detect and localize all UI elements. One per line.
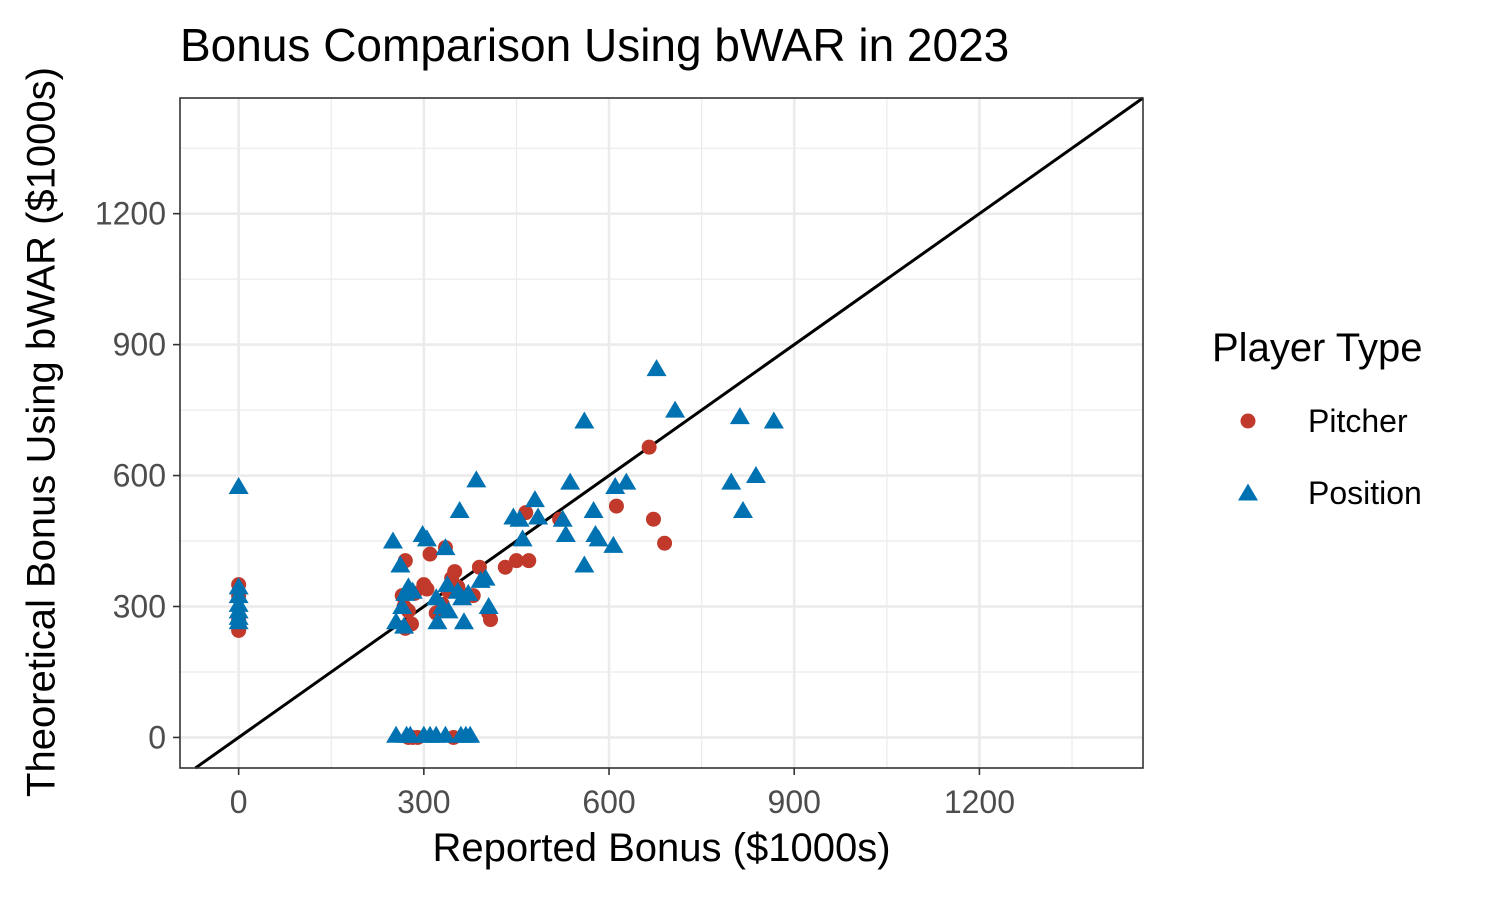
- y-axis-label: Theoretical Bonus Using bWAR ($1000s): [19, 67, 64, 797]
- position-point: [228, 612, 249, 630]
- chart-title: Bonus Comparison Using bWAR in 2023: [180, 19, 1010, 71]
- pitcher-point: [645, 511, 661, 527]
- position-point: [616, 472, 637, 490]
- minor-gridlines: [180, 98, 1143, 768]
- pitcher-point: [447, 564, 463, 580]
- pitcher-point: [422, 546, 438, 562]
- position-point: [478, 597, 499, 615]
- pitcher-point: [641, 439, 657, 455]
- y-tick-label: 1200: [95, 196, 166, 232]
- position-point: [605, 476, 626, 494]
- legend-label-pitcher: Pitcher: [1308, 402, 1408, 439]
- position-point: [528, 507, 549, 525]
- position-point: [394, 616, 415, 634]
- position-point: [509, 509, 530, 527]
- position-point: [524, 490, 545, 508]
- pitcher-point: [497, 559, 513, 575]
- x-tick-label: 900: [768, 784, 821, 820]
- position-point: [721, 472, 742, 490]
- position-point: [552, 509, 573, 527]
- pitcher-point: [657, 535, 673, 551]
- legend-key-pitcher: [1212, 385, 1284, 457]
- reference-line-y-equals-x: [194, 96, 1144, 770]
- position-point: [435, 538, 456, 556]
- position-point: [438, 601, 459, 619]
- position-point: [466, 470, 487, 488]
- position-point: [382, 531, 403, 549]
- position-point: [763, 411, 784, 429]
- position-point: [745, 466, 766, 484]
- y-axis-ticks: 0 300 600 900 1200: [95, 196, 180, 755]
- position-point: [560, 472, 581, 490]
- legend-label-position: Position: [1308, 474, 1422, 511]
- position-point: [402, 581, 423, 599]
- position-point: [732, 500, 753, 518]
- position-point: [588, 529, 609, 547]
- x-axis-ticks: 0 300 600 900 1200: [230, 768, 1015, 820]
- position-point: [574, 555, 595, 573]
- position-point: [416, 529, 437, 547]
- plot-panel-border: [179, 97, 1144, 769]
- legend-title: Player Type: [1212, 326, 1423, 370]
- legend-item-pitcher: Pitcher: [1212, 385, 1423, 457]
- position-point: [460, 725, 481, 743]
- position-point: [437, 575, 458, 593]
- x-tick-label: 300: [397, 784, 450, 820]
- y-tick-label: 300: [113, 589, 166, 625]
- position-point: [427, 612, 448, 630]
- position-point: [453, 612, 474, 630]
- data-points: [228, 359, 784, 745]
- reference-line-layer: [194, 96, 1144, 770]
- pitcher-point: [471, 559, 487, 575]
- pitcher-point: [508, 553, 524, 569]
- pitcher-point: [483, 612, 499, 628]
- legend-key-position: [1212, 457, 1284, 529]
- triangle-marker-icon: [1238, 483, 1258, 501]
- circle-marker-icon: [1240, 413, 1256, 429]
- position-point: [228, 476, 249, 494]
- position-point: [583, 500, 604, 518]
- x-tick-label: 0: [230, 784, 248, 820]
- position-point: [729, 407, 750, 425]
- position-point: [574, 411, 595, 429]
- x-tick-label: 1200: [944, 784, 1015, 820]
- position-point: [646, 359, 667, 377]
- pitcher-point: [608, 498, 624, 514]
- legend: Player Type Pitcher Position: [1212, 326, 1423, 529]
- x-tick-label: 600: [582, 784, 635, 820]
- position-point: [555, 524, 576, 542]
- major-gridlines: [180, 98, 1143, 768]
- position-point: [392, 597, 413, 615]
- y-tick-label: 900: [113, 327, 166, 363]
- position-point: [603, 535, 624, 553]
- position-point: [475, 568, 496, 586]
- x-axis-label: Reported Bonus ($1000s): [432, 826, 891, 870]
- y-tick-label: 0: [148, 719, 166, 755]
- position-point: [665, 400, 686, 418]
- position-point: [400, 725, 421, 743]
- pitcher-point: [419, 581, 435, 597]
- position-point: [390, 555, 411, 573]
- position-point: [228, 586, 249, 604]
- position-point: [449, 500, 470, 518]
- position-point: [458, 583, 479, 601]
- position-point: [435, 725, 456, 743]
- position-point: [228, 577, 249, 595]
- legend-item-position: Position: [1212, 457, 1423, 529]
- position-point: [512, 529, 533, 547]
- pitcher-point: [521, 553, 537, 569]
- y-tick-label: 600: [113, 458, 166, 494]
